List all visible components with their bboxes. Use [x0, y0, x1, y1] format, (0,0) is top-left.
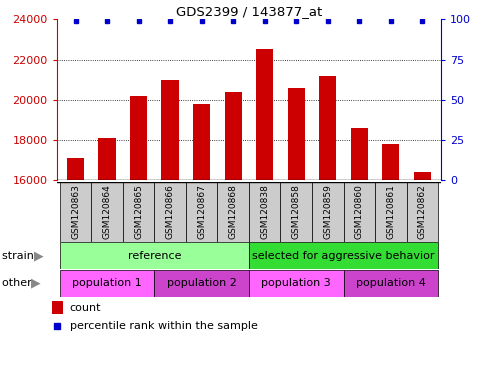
Bar: [154, 270, 249, 297]
Text: percentile rank within the sample: percentile rank within the sample: [70, 321, 257, 331]
Text: strain: strain: [2, 251, 38, 261]
Bar: [224, 92, 242, 180]
Text: GSM120860: GSM120860: [355, 184, 364, 239]
Text: GSM120861: GSM120861: [387, 184, 395, 239]
Bar: [52, 301, 63, 314]
Text: GSM120864: GSM120864: [103, 184, 111, 239]
Bar: [344, 182, 375, 242]
Bar: [249, 270, 344, 297]
Text: GSM120862: GSM120862: [418, 184, 427, 239]
Text: GSM120865: GSM120865: [134, 184, 143, 239]
Text: population 1: population 1: [72, 278, 142, 288]
Text: GSM120859: GSM120859: [323, 184, 332, 239]
Bar: [217, 182, 249, 242]
Text: GSM120868: GSM120868: [229, 184, 238, 239]
Bar: [154, 182, 186, 242]
Bar: [256, 50, 274, 180]
Text: population 2: population 2: [167, 278, 237, 288]
Bar: [375, 182, 407, 242]
Text: reference: reference: [128, 251, 181, 261]
Bar: [249, 182, 281, 242]
Text: other: other: [2, 278, 35, 288]
Bar: [91, 182, 123, 242]
Text: ▶: ▶: [34, 250, 43, 262]
Bar: [123, 182, 154, 242]
Text: GSM120858: GSM120858: [292, 184, 301, 239]
Bar: [407, 182, 438, 242]
Bar: [67, 158, 84, 180]
Bar: [287, 88, 305, 180]
Bar: [414, 172, 431, 180]
Text: GSM120863: GSM120863: [71, 184, 80, 239]
Text: count: count: [70, 303, 101, 313]
Text: population 3: population 3: [261, 278, 331, 288]
Bar: [193, 104, 211, 180]
Bar: [60, 243, 249, 270]
Bar: [351, 128, 368, 180]
Bar: [312, 182, 344, 242]
Bar: [319, 76, 336, 180]
Bar: [281, 182, 312, 242]
Text: GSM120838: GSM120838: [260, 184, 269, 239]
Bar: [382, 144, 399, 180]
Bar: [249, 243, 438, 270]
Bar: [60, 182, 91, 242]
Text: selected for aggressive behavior: selected for aggressive behavior: [252, 251, 435, 261]
Text: ▶: ▶: [31, 277, 40, 290]
Title: GDS2399 / 143877_at: GDS2399 / 143877_at: [176, 5, 322, 18]
Text: population 4: population 4: [356, 278, 426, 288]
Bar: [60, 270, 154, 297]
Bar: [99, 138, 116, 180]
Bar: [344, 270, 438, 297]
Bar: [162, 80, 179, 180]
Text: GSM120867: GSM120867: [197, 184, 206, 239]
Bar: [186, 182, 217, 242]
Text: GSM120866: GSM120866: [166, 184, 175, 239]
Bar: [130, 96, 147, 180]
